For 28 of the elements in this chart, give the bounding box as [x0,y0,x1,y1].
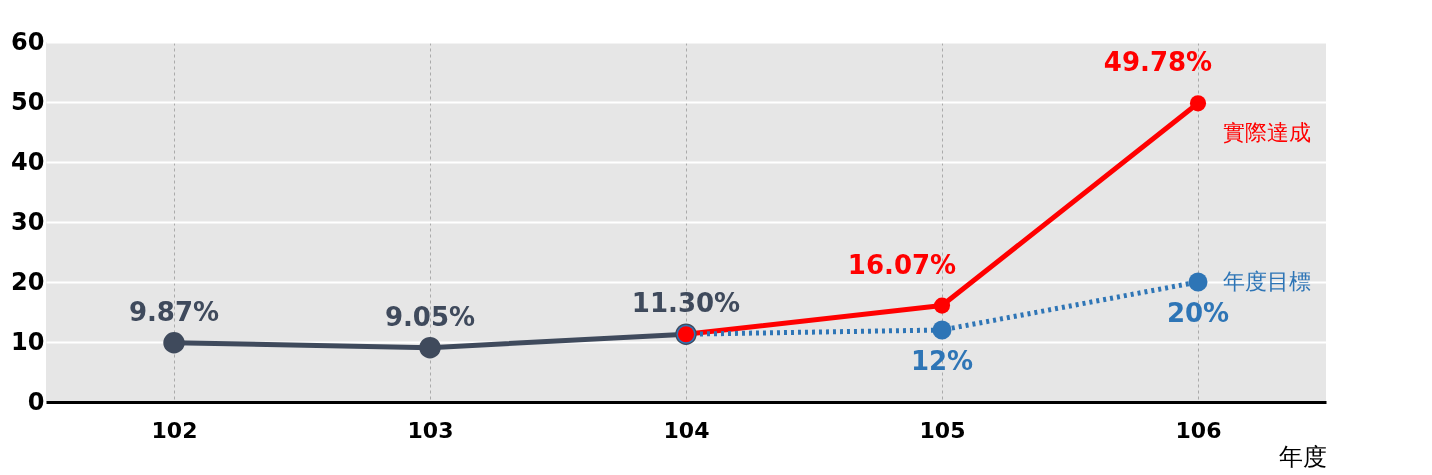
y-tick-label: 20 [11,267,45,296]
x-tick-label: 106 [1175,417,1222,443]
data-label: 16.07% [847,249,957,280]
x-tick-label: 103 [407,417,454,443]
data-label: 20% [1166,298,1230,328]
point [419,337,441,359]
y-tick-label: 0 [27,387,45,416]
data-label: 49.78% [1103,47,1213,78]
x-tick-label: 104 [663,417,710,443]
y-tick-label: 40 [11,147,45,176]
data-label: 11.30% [631,288,741,319]
y-tick-label: 30 [11,207,45,236]
data-label: 9.05% [384,301,476,332]
x-axis-title: 年度 [1278,442,1327,471]
y-tick-label: 10 [11,327,45,356]
y-tick-label: 60 [11,27,45,56]
point [933,297,951,314]
data-label: 12% [910,346,974,376]
series-label: 年度目標 [1223,269,1311,294]
point [932,320,952,340]
x-tick-label: 102 [151,417,198,443]
y-tick-label: 50 [11,87,45,116]
series-label: 實際達成 [1223,120,1311,146]
point [1188,272,1208,292]
data-label: 9.87% [128,296,220,327]
point [163,332,185,354]
point [1189,95,1207,112]
x-tick-label: 105 [919,417,966,443]
